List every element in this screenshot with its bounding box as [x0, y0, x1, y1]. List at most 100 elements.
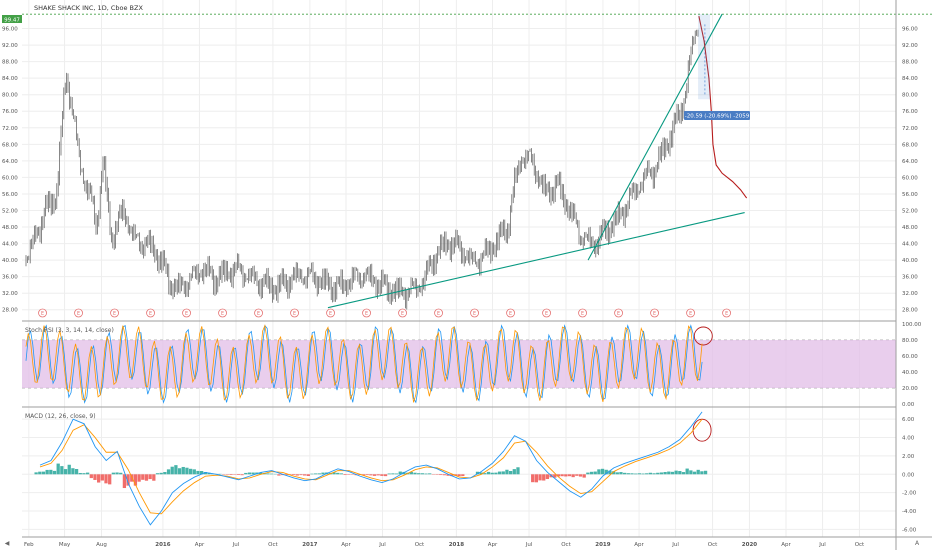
earnings-marker-icon[interactable]: [398, 308, 407, 318]
macd-histogram-bar: [678, 471, 682, 475]
earnings-marker-icon[interactable]: [110, 308, 119, 318]
macd-histogram-bar: [295, 474, 299, 476]
earnings-marker-label: E: [509, 311, 512, 317]
price-tick-label-right: 84.00: [902, 76, 918, 82]
earnings-marker-icon[interactable]: [326, 308, 335, 318]
macd-histogram-bar: [508, 470, 513, 475]
macd-histogram-bar: [641, 473, 645, 475]
macd-signal-line: [39, 418, 703, 515]
earnings-marker-icon[interactable]: [614, 308, 623, 318]
trendline-long[interactable]: [327, 212, 745, 309]
macd-histogram-bar: [648, 472, 653, 475]
time-tick-label[interactable]: Apr: [634, 542, 644, 548]
measure-tool[interactable]: -20.59 (-20.69%) -2059: [684, 14, 750, 120]
macd-histogram-bar: [501, 471, 505, 475]
earnings-marker-icon[interactable]: [470, 308, 479, 318]
time-tick-label[interactable]: 2019: [595, 542, 610, 548]
macd-histogram-bar: [321, 472, 325, 475]
price-axis[interactable]: 96.00 92.00 88.00 84.00 80.00 76.00 72.00 68.00…: [2, 27, 918, 314]
time-tick-label[interactable]: Jul: [378, 542, 386, 548]
macd-histogram-bar: [681, 472, 686, 475]
macd-histogram-bar: [174, 465, 178, 475]
time-tick-label[interactable]: Jul: [671, 542, 679, 548]
macd-histogram-bar: [457, 474, 461, 477]
macd-histogram-bar: [192, 469, 196, 475]
earnings-marker-icon[interactable]: [218, 308, 227, 318]
macd-histogram-bar: [516, 467, 520, 475]
macd-histogram-bar: [387, 473, 391, 475]
measure-label: -20.59 (-20.69%) -2059: [685, 114, 750, 120]
time-tick-label[interactable]: Apr: [195, 542, 205, 548]
macd-histogram-bar: [553, 474, 557, 478]
macd-histogram-bar: [409, 471, 413, 475]
macd-histogram-bar: [696, 469, 700, 475]
stoch-rsi-axis[interactable]: 100.00 80.00 60.00 40.00 20.00 0.00: [902, 322, 922, 408]
earnings-marker-icon[interactable]: [254, 308, 263, 318]
macd-histogram-bar: [89, 474, 93, 479]
macd-histogram-bar: [402, 471, 406, 475]
time-tick-label[interactable]: 2020: [742, 542, 757, 548]
macd-histogram-bar: [634, 473, 638, 475]
earnings-marker-icon[interactable]: [38, 308, 47, 318]
stoch-rsi-highlight-circle[interactable]: [693, 326, 713, 346]
price-tick-label: 96.00: [2, 27, 18, 33]
macd-histogram-bar: [608, 470, 612, 475]
price-tick-label-right: 72.00: [902, 126, 918, 132]
time-tick-label[interactable]: Apr: [781, 542, 791, 548]
price-tick-label-right: 64.00: [902, 159, 918, 165]
time-tick-label[interactable]: Oct: [561, 542, 571, 548]
earnings-marker-label: E: [365, 311, 368, 317]
earnings-marker-icon[interactable]: [182, 308, 191, 318]
time-tick-label[interactable]: May: [59, 542, 71, 548]
macd-histogram-bar: [417, 473, 421, 475]
time-tick-label[interactable]: Oct: [415, 542, 425, 548]
macd-histogram-bar: [251, 472, 255, 475]
earnings-marker-icon[interactable]: [434, 308, 443, 318]
time-tick-label[interactable]: Oct: [855, 542, 865, 548]
earnings-marker-icon[interactable]: [362, 308, 371, 318]
macd-histogram-bar: [534, 474, 539, 483]
time-tick-label[interactable]: Oct: [268, 542, 278, 548]
macd-histogram-bar: [479, 472, 483, 475]
macd-histogram-bar: [398, 471, 402, 475]
earnings-marker-icon[interactable]: [542, 308, 551, 318]
earnings-marker-icon[interactable]: [506, 308, 515, 318]
macd-histogram-bar: [674, 470, 678, 475]
macd-histogram-bar: [575, 474, 579, 476]
time-axis[interactable]: Feb May Aug 2016 Apr Jul Oct 2017 Apr Jul Oct 2018 A…: [24, 542, 865, 548]
time-tick-label[interactable]: Jul: [818, 542, 826, 548]
macd-histogram-bar: [623, 472, 627, 475]
time-tick-label[interactable]: Apr: [341, 542, 351, 548]
macd-histogram-bar: [689, 470, 693, 475]
macd-tick-label: 2.00: [902, 454, 915, 460]
time-tick-label[interactable]: Jul: [525, 542, 533, 548]
macd-line: [39, 411, 703, 526]
price-tick-label: 28.00: [2, 308, 18, 314]
time-tick-label[interactable]: Oct: [708, 542, 718, 548]
time-tick-label[interactable]: 2017: [302, 542, 317, 548]
earnings-marker-icon[interactable]: [722, 308, 731, 318]
earnings-marker-icon[interactable]: [74, 308, 83, 318]
macd-histogram-bar: [244, 472, 248, 475]
time-tick-label[interactable]: Feb: [24, 542, 34, 548]
earnings-marker-icon[interactable]: [146, 308, 155, 318]
projected-path[interactable]: [698, 16, 748, 199]
earnings-marker-icon[interactable]: [686, 308, 695, 318]
time-tick-label[interactable]: 2016: [155, 542, 170, 548]
macd-histogram-bar: [122, 474, 127, 489]
time-tick-label[interactable]: Jul: [232, 542, 240, 548]
price-tick-label-right: 48.00: [902, 225, 918, 231]
time-tick-label[interactable]: Aug: [96, 542, 107, 548]
trendline-steep[interactable]: [587, 13, 723, 261]
time-tick-label[interactable]: 2018: [449, 542, 464, 548]
earnings-marker-icon[interactable]: [578, 308, 587, 318]
earnings-marker-label: E: [725, 311, 728, 317]
earnings-marker-icon[interactable]: [290, 308, 299, 318]
scroll-left-icon[interactable]: ◀: [5, 540, 10, 547]
macd-axis[interactable]: 6.00 4.00 2.00 0.00 -2.00 -4.00 -6.00: [902, 417, 917, 533]
stoch-tick-label: 60.00: [902, 354, 918, 360]
auto-scale-icon[interactable]: A: [915, 540, 920, 547]
time-tick-label[interactable]: Apr: [488, 542, 498, 548]
earnings-marker-label: E: [437, 311, 440, 317]
earnings-marker-icon[interactable]: [650, 308, 659, 318]
